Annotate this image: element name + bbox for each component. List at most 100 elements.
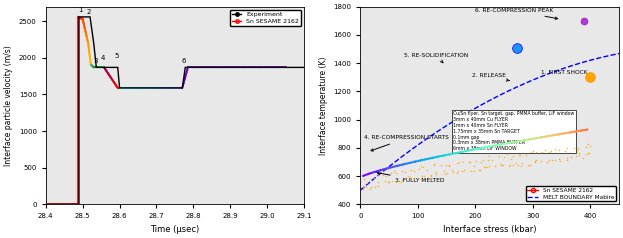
Point: [479, 146, 489, 149]
Text: 6. RE-COMPRESSION PEAK: 6. RE-COMPRESSION PEAK: [475, 8, 558, 19]
Point: [528, 149, 538, 153]
Point: [502, 142, 512, 145]
Point: [410, 160, 420, 164]
Text: 6: 6: [181, 58, 186, 64]
Point: [433, 155, 443, 159]
Point: [523, 163, 533, 167]
Point: [525, 164, 535, 167]
Point: [548, 134, 558, 137]
Point: [505, 163, 515, 167]
Text: 4. RE-COMPRESSION STARTS: 4. RE-COMPRESSION STARTS: [364, 135, 449, 151]
Point: [467, 148, 477, 152]
Point: [485, 145, 495, 149]
Point: [484, 164, 494, 168]
Point: [416, 159, 426, 162]
Point: [369, 176, 379, 180]
Point: [406, 176, 416, 179]
Y-axis label: Interface particle velocity (m/s): Interface particle velocity (m/s): [4, 45, 13, 166]
Point: [546, 149, 556, 153]
Point: [359, 177, 369, 181]
Point: [362, 181, 372, 185]
Point: [417, 174, 427, 178]
Point: [517, 161, 527, 164]
Point: [555, 159, 565, 163]
Point: [400, 170, 410, 174]
Point: [508, 163, 518, 167]
Point: [416, 164, 426, 168]
Point: [542, 160, 552, 164]
Point: [542, 134, 552, 138]
Point: [378, 173, 388, 176]
Point: [585, 144, 595, 148]
Text: 5. RE-SOLIDIFICATION: 5. RE-SOLIDIFICATION: [404, 53, 468, 63]
Point: [526, 150, 536, 154]
Point: [436, 163, 446, 166]
Point: [431, 172, 441, 176]
Point: [384, 180, 394, 183]
Point: [496, 162, 506, 166]
Point: [370, 170, 380, 174]
Point: [471, 159, 481, 163]
Point: [540, 148, 549, 152]
Point: [459, 169, 469, 172]
Point: [439, 154, 449, 157]
Point: [383, 180, 392, 184]
Point: [573, 146, 583, 150]
Point: [358, 174, 368, 178]
Point: [409, 177, 419, 181]
Point: [554, 148, 564, 152]
Point: [483, 158, 493, 162]
Point: [513, 139, 523, 143]
Point: [465, 169, 475, 173]
Text: 2: 2: [87, 10, 91, 15]
Point: [427, 156, 437, 160]
Point: [566, 155, 576, 159]
Text: 2. RELEASE: 2. RELEASE: [472, 73, 509, 81]
Point: [389, 169, 399, 173]
Point: [536, 159, 546, 163]
Point: [544, 159, 554, 162]
Point: [444, 163, 454, 167]
Point: [490, 144, 500, 147]
Point: [563, 159, 573, 162]
Legend: Experiment, Sn SESAME 2162: Experiment, Sn SESAME 2162: [230, 10, 301, 26]
Y-axis label: Interface temperature (K): Interface temperature (K): [319, 56, 328, 155]
Point: [511, 162, 521, 165]
Point: [530, 161, 540, 164]
Point: [366, 177, 376, 181]
Point: [480, 166, 490, 169]
Point: [583, 142, 593, 146]
Point: [381, 174, 391, 178]
Point: [521, 153, 531, 157]
Point: [525, 137, 535, 141]
Point: [508, 140, 518, 144]
Point: [409, 169, 419, 173]
Point: [444, 153, 454, 156]
Text: Cu/Sn flyer, Sn target, gap, PMMA buffer, LiF window
3mm x 40mm Cu FLYER
1mm x 4: Cu/Sn flyer, Sn target, gap, PMMA buffer…: [454, 111, 575, 151]
Point: [426, 174, 436, 178]
Text: 4: 4: [101, 55, 105, 61]
Point: [569, 147, 579, 150]
Point: [358, 187, 368, 191]
Point: [404, 161, 414, 165]
Point: [361, 185, 371, 189]
Point: [397, 169, 407, 173]
X-axis label: Interface stress (kbar): Interface stress (kbar): [443, 225, 536, 234]
Point: [504, 164, 514, 168]
Point: [393, 179, 403, 183]
Point: [431, 170, 441, 174]
Point: [376, 168, 386, 172]
Point: [403, 174, 413, 178]
Point: [414, 167, 424, 171]
Text: 5: 5: [115, 53, 119, 59]
Point: [574, 151, 584, 155]
Point: [578, 156, 588, 160]
Point: [479, 165, 489, 169]
Point: [546, 158, 556, 162]
Point: [392, 164, 402, 168]
Point: [554, 133, 564, 136]
Point: [506, 157, 516, 161]
Point: [584, 151, 594, 155]
Point: [515, 154, 525, 157]
Point: [508, 154, 518, 158]
